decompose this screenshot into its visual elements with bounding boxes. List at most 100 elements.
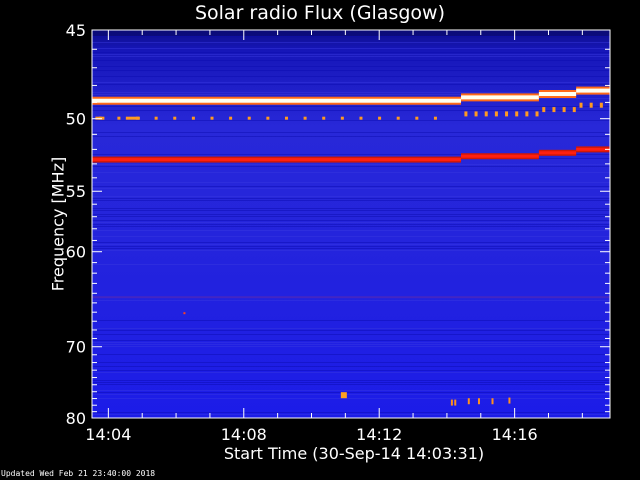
y-tick-label: 50 bbox=[66, 110, 86, 129]
x-tick-label: 14:08 bbox=[221, 425, 267, 444]
emission-dot bbox=[415, 116, 419, 120]
emission-line bbox=[576, 88, 610, 93]
noise-band bbox=[92, 60, 610, 61]
noise-band bbox=[92, 366, 610, 367]
emission-dot bbox=[247, 116, 251, 120]
noise-band bbox=[92, 154, 610, 155]
noise-band bbox=[92, 222, 610, 223]
noise-band bbox=[92, 200, 610, 201]
y-tick-label: 80 bbox=[66, 409, 86, 428]
noise-band bbox=[92, 342, 610, 343]
y-tick-label: 45 bbox=[66, 21, 86, 40]
noise-band bbox=[92, 30, 610, 36]
noise-band bbox=[92, 384, 610, 385]
emission-dot bbox=[191, 116, 195, 120]
noise-band bbox=[92, 56, 610, 57]
radio-burst bbox=[467, 398, 470, 405]
emission-dot bbox=[154, 116, 158, 120]
noise-band bbox=[92, 334, 610, 335]
noise-band bbox=[92, 216, 610, 217]
noise-band bbox=[92, 136, 610, 137]
emission-dot bbox=[505, 111, 509, 117]
radio-burst bbox=[477, 398, 480, 405]
plot-frame bbox=[91, 29, 611, 419]
noise-band bbox=[92, 248, 610, 249]
noise-band bbox=[92, 106, 610, 107]
noise-band bbox=[92, 242, 610, 243]
y-tick-label: 70 bbox=[66, 338, 86, 357]
noise-band bbox=[92, 220, 610, 221]
y-tick-label: 55 bbox=[66, 182, 86, 201]
emission-dot bbox=[494, 111, 498, 117]
emission-dot bbox=[572, 107, 576, 113]
emission-dot bbox=[579, 102, 583, 108]
emission-dot bbox=[117, 116, 121, 120]
noise-band bbox=[92, 328, 610, 329]
noise-band bbox=[92, 76, 610, 77]
x-tick-label: 14:04 bbox=[85, 425, 131, 444]
radio-burst bbox=[340, 392, 347, 399]
emission-dot bbox=[396, 116, 400, 120]
x-axis-label: Start Time (30-Sep-14 14:03:31) bbox=[223, 444, 485, 463]
emission-dot bbox=[552, 107, 556, 113]
emission-dot bbox=[340, 116, 344, 120]
noise-band bbox=[92, 48, 610, 49]
noise-band bbox=[92, 394, 610, 395]
noise-band bbox=[92, 82, 610, 83]
noise-band bbox=[92, 320, 610, 321]
noise-band bbox=[92, 172, 610, 173]
emission-dot bbox=[484, 111, 488, 117]
noise-band bbox=[92, 42, 610, 43]
emission-line bbox=[576, 147, 610, 151]
noise-band bbox=[92, 214, 610, 215]
noise-band bbox=[92, 198, 610, 199]
emission-dot bbox=[589, 102, 593, 108]
y-tick-label: 60 bbox=[66, 243, 86, 262]
noise-band bbox=[92, 52, 610, 53]
emission-dot bbox=[266, 116, 270, 120]
radio-burst bbox=[508, 397, 511, 404]
emission-line bbox=[538, 151, 577, 155]
emission-dot bbox=[433, 116, 437, 120]
noise-band bbox=[92, 250, 610, 251]
noise-band bbox=[92, 110, 610, 111]
radio-burst bbox=[491, 398, 494, 405]
emission-line bbox=[538, 92, 577, 96]
noise-band bbox=[92, 196, 610, 197]
noise-band bbox=[92, 246, 610, 247]
emission-dot bbox=[464, 111, 468, 117]
noise-band bbox=[92, 182, 610, 183]
radio-burst bbox=[450, 399, 453, 406]
emission-dot bbox=[542, 107, 546, 113]
noise-band bbox=[92, 224, 610, 225]
noise-band bbox=[92, 166, 610, 167]
emission-line bbox=[92, 98, 462, 103]
noise-band bbox=[92, 84, 610, 85]
emission-dot bbox=[562, 107, 566, 113]
noise-band bbox=[92, 230, 610, 231]
emission-dot bbox=[173, 116, 177, 120]
noise-band bbox=[92, 412, 610, 413]
noise-band bbox=[92, 398, 610, 399]
y-axis-label: Frequency [MHz] bbox=[48, 156, 68, 292]
emission-dot bbox=[322, 116, 326, 120]
noise-band bbox=[92, 36, 610, 37]
radio-burst bbox=[454, 399, 457, 406]
emission-dot bbox=[125, 116, 140, 120]
emission-dot bbox=[378, 116, 382, 120]
noise-band bbox=[92, 244, 610, 245]
noise-band bbox=[92, 370, 610, 371]
noise-band bbox=[92, 380, 610, 381]
emission-dot bbox=[229, 116, 233, 120]
noise-band bbox=[92, 372, 610, 373]
noise-band bbox=[92, 354, 610, 355]
emission-dot bbox=[515, 111, 519, 117]
noise-band bbox=[92, 392, 610, 393]
noise-band bbox=[92, 382, 610, 383]
noise-band bbox=[92, 296, 610, 299]
noise-band bbox=[92, 94, 610, 95]
noise-band bbox=[92, 362, 610, 363]
noise-band bbox=[92, 66, 610, 67]
noise-band bbox=[92, 346, 610, 347]
